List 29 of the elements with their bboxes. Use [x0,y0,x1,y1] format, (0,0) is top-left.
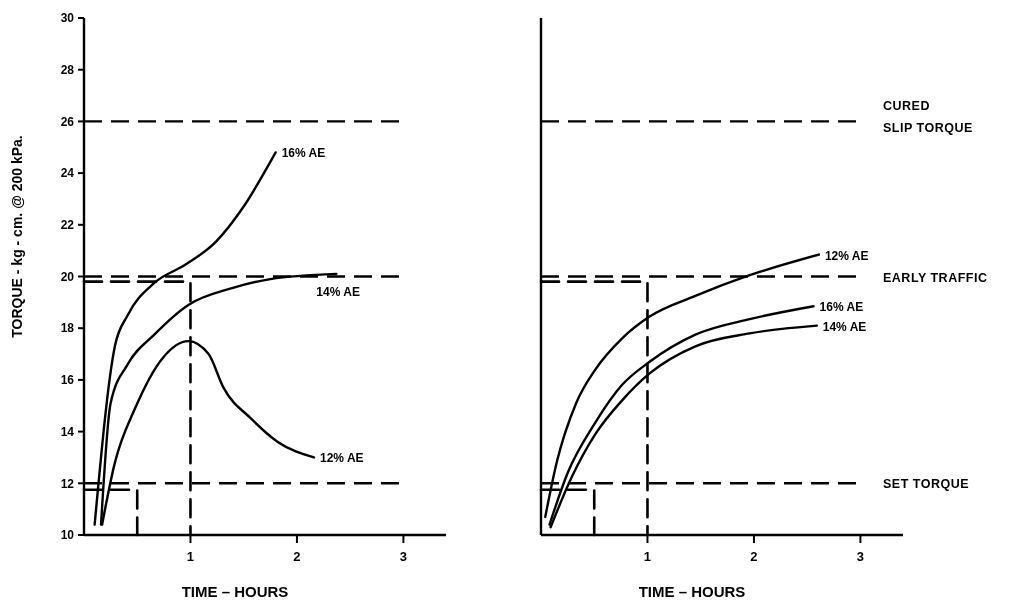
ref-line-label: CURED SLIP TORQUE [883,99,973,136]
y-tick-label: 24 [60,166,75,181]
x-tick-label: 1 [186,549,195,564]
y-tick-label: 10 [60,528,75,543]
y-tick-label: 14 [60,424,75,439]
y-tick-label: 12 [60,476,75,491]
series-label: 14% AE [316,284,360,299]
x-axis-title: TIME – HOURS [638,583,746,600]
series-label: 12% AE [824,248,869,263]
series-label: 14% AE [822,319,867,334]
x-tick-label: 2 [750,549,758,564]
ref-line-label: SET TORQUE [883,477,970,492]
y-tick-label: 30 [60,11,75,26]
x-tick-label: 3 [856,549,865,564]
y-tick-label: 20 [60,269,75,284]
y-tick-label: 16 [60,373,75,388]
series-label: 12% AE [319,451,364,466]
x-tick-label: 1 [643,549,652,564]
series-label: 16% AE [819,300,864,315]
x-tick-label: 2 [293,549,301,564]
y-tick-label: 18 [60,321,75,336]
x-tick-label: 3 [399,549,408,564]
y-tick-label: 26 [60,114,75,129]
y-axis-title: TORQUE - kg - cm. @ 200 kPa. [9,135,25,338]
series-label: 16% AE [281,146,326,161]
y-tick-label: 22 [60,218,75,232]
y-tick-label: 28 [60,62,75,77]
x-axis-title: TIME – HOURS [181,583,289,600]
ref-line-label: EARLY TRAFFIC [883,270,988,285]
